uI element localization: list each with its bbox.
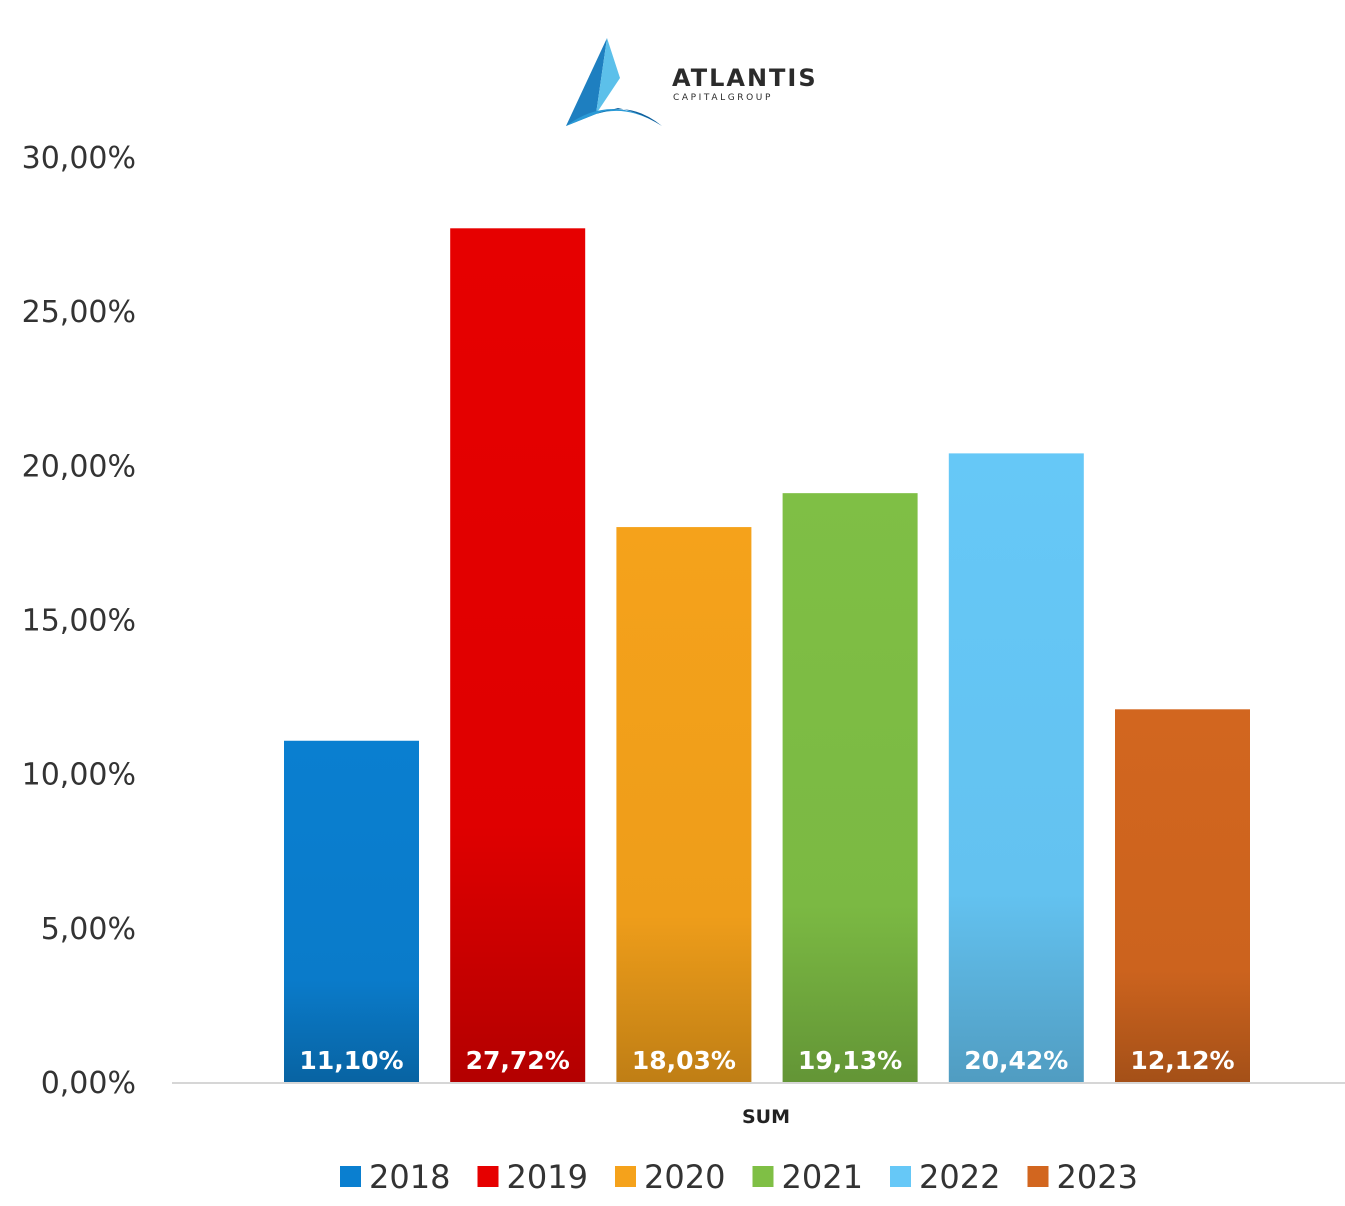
legend-label-2022: 2022 [919, 1158, 1000, 1196]
y-tick-label: 15,00% [22, 604, 136, 639]
bar-2022 [948, 453, 1084, 1084]
legend-swatch-2020 [615, 1166, 636, 1187]
legend-label-2021: 2021 [782, 1158, 863, 1196]
data-label-2018: 11,10% [299, 1046, 403, 1075]
x-category-label: SUM [742, 1106, 790, 1128]
y-tick-label: 25,00% [22, 295, 136, 330]
legend-swatch-2023 [1027, 1166, 1049, 1187]
bar-2020 [616, 527, 752, 1083]
logo-subtitle: CAPITALGROUP [673, 93, 773, 103]
bar-2018 [284, 740, 419, 1083]
y-tick-label: 0,00% [41, 1066, 136, 1101]
y-axis: 0,00% 5,00% 10,00% 15,00% 20,00% 25,00% 30,00% [22, 141, 136, 1101]
legend-swatch-2018 [340, 1166, 361, 1187]
logo-wordmark: ATLANTIS [672, 64, 818, 92]
data-label-2019: 27,72% [466, 1046, 570, 1075]
bar-2019 [450, 228, 586, 1084]
legend-swatch-2019 [477, 1166, 499, 1187]
legend-swatch-2021 [752, 1166, 774, 1187]
atlantis-logo: ATLANTIS CAPITALGROUP [566, 38, 818, 126]
legend-label-2023: 2023 [1057, 1158, 1138, 1196]
data-labels: 11,10% 27,72% 18,03% 19,13% 20,42% 12,12% [299, 1046, 1234, 1075]
data-label-2021: 19,13% [798, 1046, 902, 1075]
data-label-2020: 18,03% [632, 1046, 736, 1075]
data-label-2022: 20,42% [964, 1046, 1068, 1075]
y-tick-label: 10,00% [22, 758, 136, 793]
logo-mark-icon [566, 38, 662, 126]
legend: 2018 2019 2020 2021 2022 2023 [340, 1158, 1138, 1196]
y-tick-label: 20,00% [22, 449, 136, 484]
y-tick-label: 30,00% [22, 141, 136, 176]
legend-label-2019: 2019 [507, 1158, 588, 1196]
bar-series [284, 228, 1250, 1084]
legend-swatch-2022 [890, 1166, 911, 1187]
bar-2021 [782, 493, 918, 1083]
legend-label-2020: 2020 [644, 1158, 725, 1196]
legend-label-2018: 2018 [369, 1158, 450, 1196]
y-tick-label: 5,00% [41, 912, 136, 947]
data-label-2023: 12,12% [1130, 1046, 1234, 1075]
bar-2023 [1115, 709, 1250, 1083]
